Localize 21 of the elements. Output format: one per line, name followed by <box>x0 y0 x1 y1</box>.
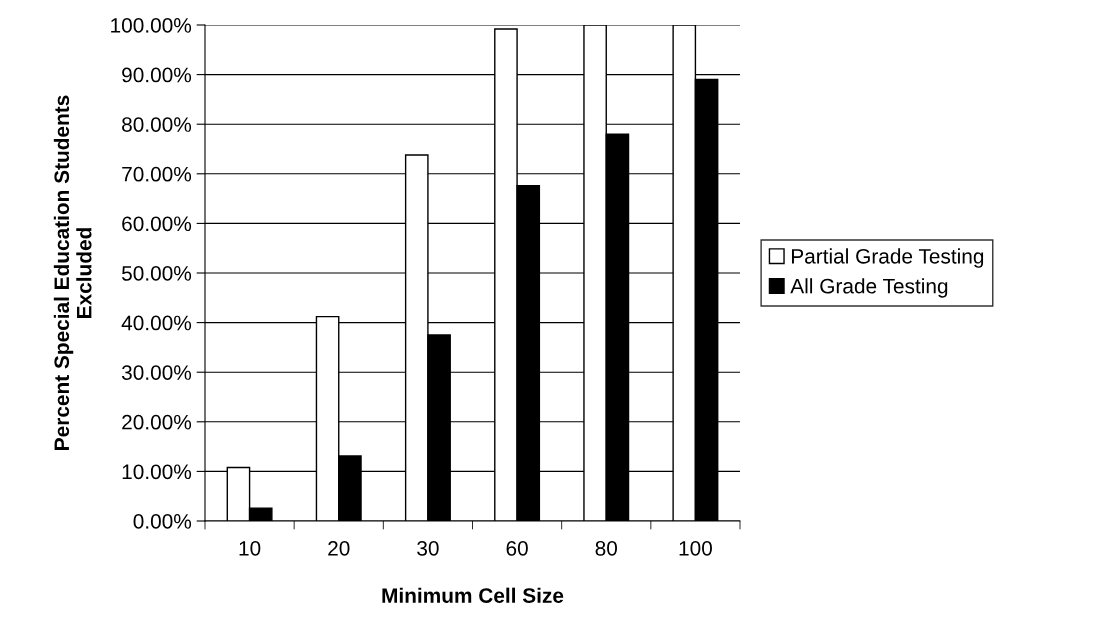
y-tick-label: 70.00% <box>122 166 192 182</box>
y-tick-label: 10.00% <box>122 464 192 480</box>
x-tick-label: 20 <box>328 540 350 556</box>
y-tick-label: 0.00% <box>133 514 192 529</box>
y-tick-label: 100.00% <box>111 18 192 33</box>
x-axis-title: Minimum Cell Size <box>382 587 564 603</box>
x-tick-label: 30 <box>417 540 439 556</box>
y-tick-label: 50.00% <box>121 266 192 281</box>
y-axis-title: Percent Special Education Students Excluded <box>53 95 92 450</box>
y-tick-label: 90.00% <box>122 67 192 83</box>
x-tick-label: 100 <box>679 540 712 556</box>
x-tick-label: 10 <box>239 540 261 556</box>
y-tick-label: 30.00% <box>121 365 192 380</box>
y-tick-label: 40.00% <box>121 315 192 331</box>
y-tick-label: 20.00% <box>122 414 192 430</box>
y-tick-label: 80.00% <box>122 117 192 132</box>
legend-label: Partial Grade Testing <box>791 248 984 268</box>
legend-label: All Grade Testing <box>790 278 948 298</box>
x-tick-label: 80 <box>595 540 618 556</box>
y-tick-label: 60.00% <box>122 216 192 232</box>
x-tick-label: 60 <box>506 540 528 556</box>
